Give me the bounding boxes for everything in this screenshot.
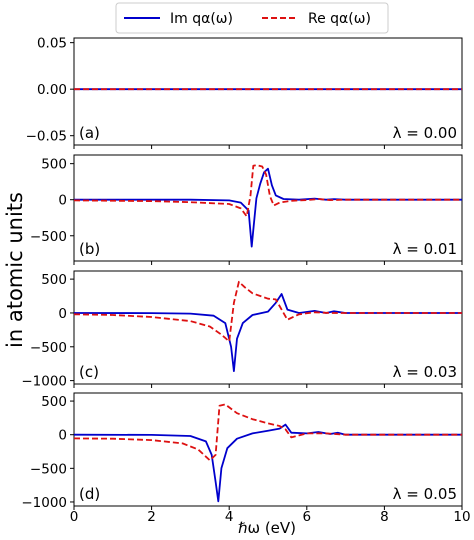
panel-d-series-im — [74, 423, 462, 503]
panel-b-tag: (b) — [79, 240, 100, 258]
panel-b: 500 0 −500 (b) λ = 0.01 — [30, 154, 463, 265]
panel-d-ytick-label: 0 — [58, 428, 67, 444]
panel-c-tag: (c) — [79, 363, 99, 381]
panel-d-ytick-label: 500 — [41, 394, 67, 410]
x-tick-label: 4 — [225, 509, 234, 525]
legend: Im qα(ω) Re qα(ω) — [115, 2, 389, 34]
panel-b-frame — [73, 154, 463, 262]
panel-c-frame — [73, 270, 463, 385]
x-tick-label: 0 — [70, 509, 79, 525]
panel-d-series-re — [74, 403, 462, 462]
panel-c: 500 0 −500 −1000 (c) λ = 0.03 — [21, 270, 463, 390]
x-tick-label: 2 — [147, 509, 156, 525]
panel-b-ytick-label: −500 — [30, 229, 67, 245]
x-tick-labels: 0 2 4 6 8 10 — [70, 509, 471, 525]
panel-c-ytick-label: 500 — [41, 272, 67, 288]
panel-d-ytick-label: −500 — [30, 461, 67, 477]
panel-d: 500 0 −500 −1000 (d) λ = 0.05 — [21, 392, 463, 511]
panel-a-ytick-label: 0.05 — [37, 36, 67, 52]
panel-a-ytick-label: 0.00 — [37, 82, 67, 98]
panel-a-ytick-label: −0.05 — [26, 129, 67, 145]
panel-c-series-im — [74, 293, 462, 373]
panel-d-lambda-label: λ = 0.05 — [393, 485, 457, 503]
panel-c-ytick-label: 0 — [58, 306, 67, 322]
panel-d-frame — [73, 392, 463, 507]
panel-b-ytick-label: 500 — [41, 157, 67, 173]
panel-d-tag: (d) — [79, 485, 100, 503]
panel-b-ytick-label: 0 — [58, 193, 67, 209]
legend-label-re: Re qα(ω) — [308, 11, 371, 27]
x-tick-label: 10 — [453, 509, 470, 525]
panel-c-ytick-label: −1000 — [21, 374, 67, 390]
panel-c-lambda-label: λ = 0.03 — [393, 363, 457, 381]
x-tick-label: 8 — [380, 509, 389, 525]
legend-label-im: Im qα(ω) — [170, 11, 233, 27]
shared-y-axis-label: in atomic units — [3, 192, 27, 348]
panel-a-frame — [73, 37, 463, 146]
panel-a: 0.05 0.00 −0.05 (a) λ = 0.00 — [26, 36, 463, 149]
panel-c-series-re — [74, 280, 462, 343]
panel-a-tag: (a) — [79, 124, 100, 142]
panel-a-lambda-label: λ = 0.00 — [393, 124, 457, 142]
panel-d-ytick-label: −1000 — [21, 495, 67, 511]
x-tick-label: 6 — [303, 509, 312, 525]
panel-b-lambda-label: λ = 0.01 — [393, 240, 457, 258]
panel-c-ytick-label: −500 — [30, 340, 67, 356]
panel-b-series-re — [74, 164, 462, 218]
x-axis-label: ℏω (eV) — [238, 519, 296, 537]
